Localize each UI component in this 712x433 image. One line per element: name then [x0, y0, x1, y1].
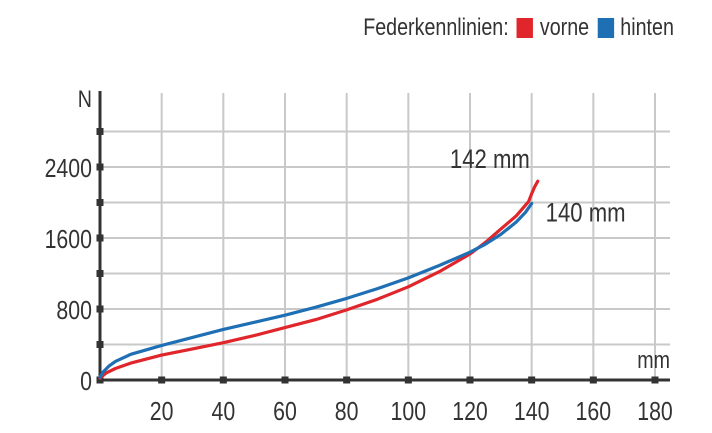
y-tick-mark	[96, 270, 104, 277]
x-tick-mark	[651, 376, 659, 384]
x-tick-mark	[343, 376, 351, 384]
x-tick-label: 40	[211, 397, 235, 427]
y-tick-label: 1600	[45, 225, 92, 255]
axes	[96, 91, 670, 384]
series-line-hinten	[98, 201, 534, 379]
x-tick-mark	[466, 376, 474, 384]
series-layer	[98, 179, 540, 380]
grid	[100, 93, 670, 380]
x-tick-mark	[219, 376, 227, 384]
legend-label-hinten: hinten	[620, 14, 674, 41]
x-tick-label: 180	[637, 397, 673, 427]
x-tick-label: 60	[273, 397, 297, 427]
y-tick-label: 800	[56, 296, 92, 326]
x-axis-label: mm	[637, 346, 670, 373]
y-tick-mark	[96, 163, 104, 171]
y-tick-mark	[96, 376, 104, 384]
x-tick-label: 100	[391, 397, 427, 427]
x-tick-label: 120	[452, 397, 488, 427]
x-tick-mark	[281, 376, 289, 384]
x-tick-label: 160	[576, 397, 612, 427]
y-tick-mark	[96, 128, 104, 135]
annotation-140mm: 140 mm	[546, 198, 626, 228]
legend-title: Federkennlinien:	[363, 14, 509, 41]
legend-label-vorne: vorne	[539, 14, 590, 41]
legend: Federkennlinien: vorne hinten	[363, 14, 674, 42]
x-tick-mark	[589, 376, 597, 384]
y-tick-mark	[96, 341, 104, 348]
y-tick-label: 0	[80, 367, 92, 397]
y-tick-mark	[96, 199, 104, 206]
labels-layer: 20 40 60 80 100 120 140 160 180 0 800 1600 2400 Nmm 14…	[45, 85, 673, 426]
annotation-142mm: 142 mm	[450, 145, 530, 175]
series-line-vorne	[98, 179, 540, 380]
legend-swatch-hinten	[597, 18, 614, 38]
y-tick-mark	[96, 234, 104, 242]
y-tick-mark	[96, 305, 104, 313]
y-axis-label: N	[78, 85, 92, 112]
x-tick-mark	[404, 376, 412, 384]
x-tick-label: 80	[335, 397, 359, 427]
x-tick-label: 140	[514, 397, 550, 427]
x-tick-mark	[528, 376, 536, 384]
x-tick-mark	[158, 376, 166, 384]
y-tick-label: 2400	[45, 154, 92, 184]
legend-swatch-vorne	[517, 18, 534, 38]
x-tick-label: 20	[150, 397, 174, 427]
